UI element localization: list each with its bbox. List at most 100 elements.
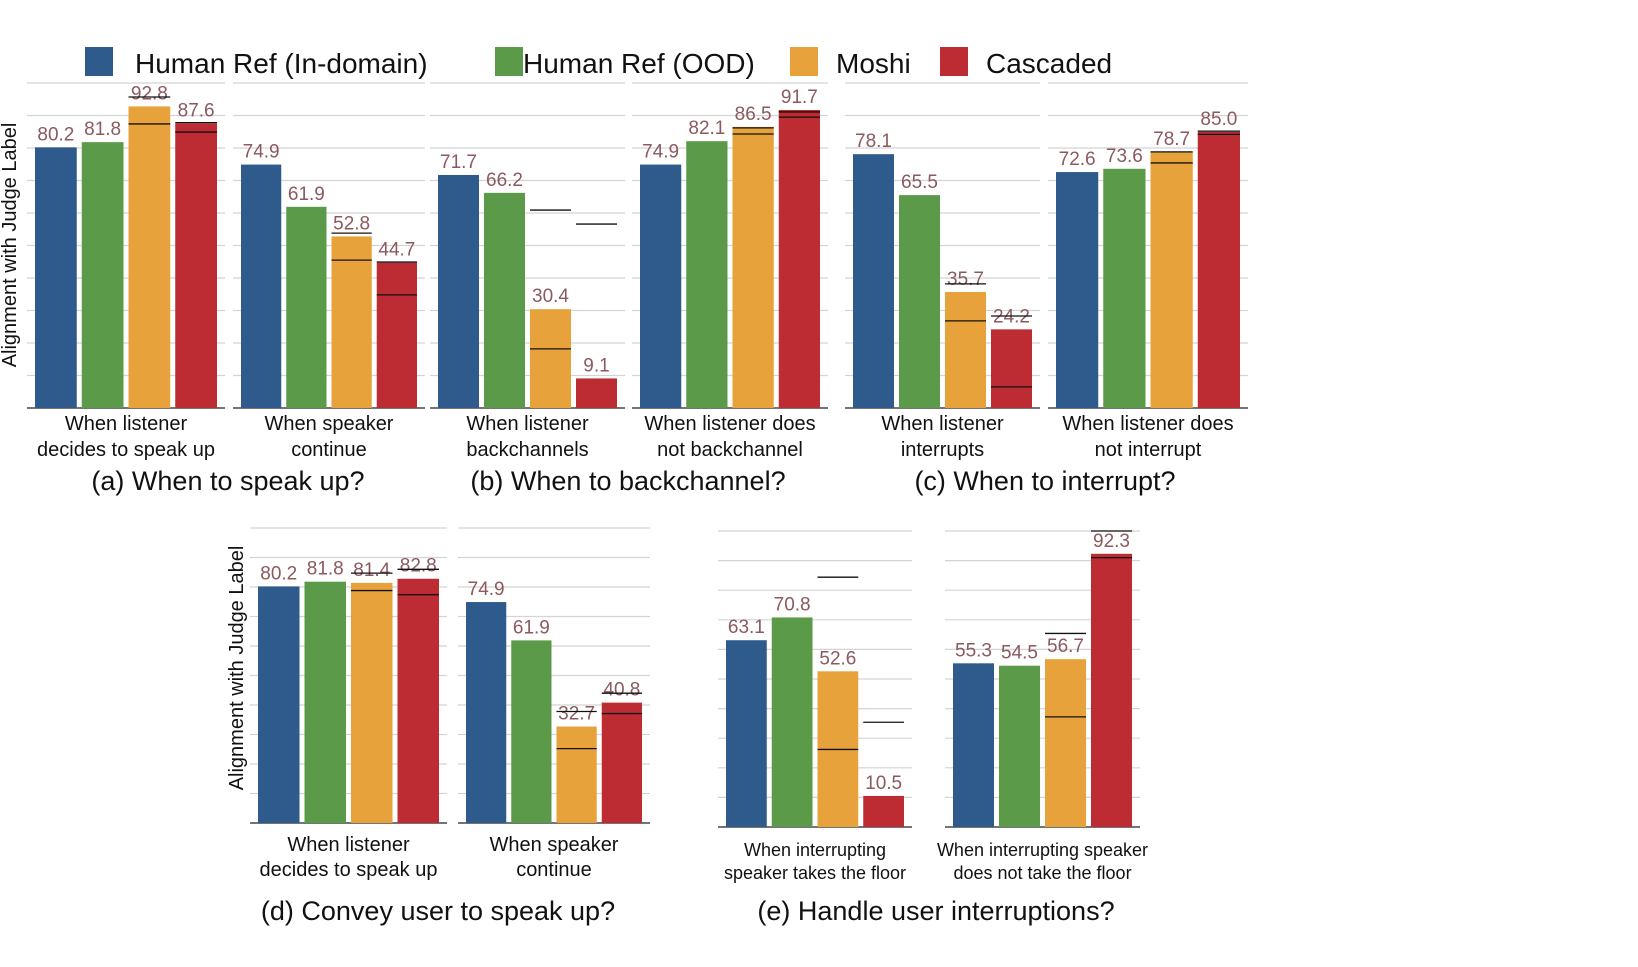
category-label: does not take the floor <box>953 863 1131 883</box>
bar-moshi <box>732 126 774 408</box>
legend-swatch <box>495 47 523 76</box>
value-label: 52.8 <box>333 213 370 234</box>
bar-human-ref-ood- <box>771 617 813 827</box>
group-title: (b) When to backchannel? <box>470 466 785 496</box>
bar-human-ref-ood- <box>286 206 327 408</box>
y-axis-label: Alignment with Judge Label <box>226 546 248 791</box>
group-title: (a) When to speak up? <box>91 466 364 496</box>
bar-cascaded <box>576 378 617 408</box>
category-label: When listener <box>287 834 410 856</box>
subplot: 80.2 81.8 92.8 87.6 When listener decides to … <box>27 82 225 461</box>
subplot: 74.9 61.9 32.7 40.8 When speaker continue <box>458 527 650 881</box>
bar-cascaded <box>601 702 642 823</box>
bar-cascaded <box>397 578 439 823</box>
subplot: 71.7 66.2 30.4 9.1 When listener backchannels <box>430 82 625 461</box>
bar-human-ref-ood- <box>999 665 1040 827</box>
value-label: 82.8 <box>400 556 437 577</box>
bar-human-ref-in-domain- <box>953 663 994 827</box>
value-label: 74.9 <box>243 142 280 163</box>
bar-human-ref-in-domain- <box>258 586 300 823</box>
category-label: When listener <box>881 413 1004 435</box>
value-label: 61.9 <box>288 184 325 205</box>
group-title: (c) When to interrupt? <box>914 466 1175 496</box>
bar-cascaded <box>863 795 904 827</box>
bar-moshi <box>128 106 171 409</box>
value-label: 92.3 <box>1093 531 1130 552</box>
value-label: 10.5 <box>865 773 902 794</box>
subplot: 72.6 73.6 78.7 85.0 When listener does not in… <box>1048 82 1248 461</box>
category-label: continue <box>291 439 367 461</box>
legend-swatch <box>940 47 968 76</box>
value-label: 74.9 <box>468 579 505 600</box>
bar-human-ref-in-domain- <box>241 164 282 408</box>
value-label: 35.7 <box>947 269 984 290</box>
subplot: 74.9 61.9 52.8 44.7 When speaker continue <box>233 82 425 461</box>
value-label: 81.4 <box>353 560 390 581</box>
legend-label: Human Ref (OOD) <box>523 48 755 79</box>
bar-human-ref-in-domain- <box>640 164 682 408</box>
subplot: 80.2 81.8 81.4 82.8 When listener decides to … <box>250 527 447 881</box>
value-label: 61.9 <box>513 617 550 638</box>
bar-moshi <box>1045 659 1086 827</box>
category-label: continue <box>516 859 592 881</box>
category-label: When interrupting speaker <box>937 840 1148 860</box>
bar-human-ref-ood- <box>304 581 346 823</box>
bar-cascaded <box>991 329 1032 408</box>
category-label: When speaker <box>265 413 394 435</box>
bar-human-ref-in-domain- <box>438 174 479 408</box>
bar-human-ref-in-domain- <box>853 154 894 408</box>
bar-cascaded <box>1197 131 1240 408</box>
value-label: 70.8 <box>774 594 811 615</box>
subplot: 63.1 70.8 52.6 10.5 When interrupting speaker… <box>718 530 912 883</box>
category-label: When interrupting <box>744 840 886 860</box>
bar-cascaded <box>376 262 417 408</box>
bar-cascaded <box>778 109 820 408</box>
category-label: When speaker <box>490 834 619 856</box>
value-label: 54.5 <box>1001 643 1038 664</box>
value-label: 55.3 <box>955 640 992 661</box>
bar-human-ref-in-domain- <box>726 640 767 827</box>
value-label: 91.7 <box>781 87 818 108</box>
value-label: 78.1 <box>855 131 892 152</box>
bar-human-ref-ood- <box>511 640 552 823</box>
value-label: 82.1 <box>688 118 725 139</box>
bar-human-ref-ood- <box>899 195 940 408</box>
bar-moshi <box>331 236 372 408</box>
value-label: 40.8 <box>603 680 640 701</box>
value-label: 85.0 <box>1200 109 1237 130</box>
value-label: 80.2 <box>260 563 297 584</box>
bar-cascaded <box>175 123 217 409</box>
value-label: 66.2 <box>486 170 523 191</box>
value-label: 80.2 <box>37 124 74 145</box>
bar-moshi <box>1150 152 1193 408</box>
value-label: 56.7 <box>1047 636 1084 657</box>
subplot: 55.3 54.5 56.7 92.3 When interrupting speake… <box>937 530 1148 883</box>
bar-human-ref-ood- <box>1103 168 1146 408</box>
bar-human-ref-in-domain- <box>35 147 77 408</box>
subplot: 74.9 82.1 86.5 91.7 When listener does not ba… <box>632 82 828 461</box>
value-label: 44.7 <box>378 240 415 261</box>
legend-swatch <box>85 47 113 76</box>
value-label: 32.7 <box>558 704 595 725</box>
value-label: 73.6 <box>1106 146 1143 167</box>
category-label: decides to speak up <box>37 439 215 461</box>
value-label: 87.6 <box>178 100 215 121</box>
legend-label: Moshi <box>836 48 911 79</box>
category-label: decides to speak up <box>260 859 438 881</box>
group-title: (d) Convey user to speak up? <box>261 896 615 926</box>
value-label: 72.6 <box>1059 149 1096 170</box>
value-label: 74.9 <box>642 142 679 163</box>
bar-human-ref-in-domain- <box>466 602 507 823</box>
bar-human-ref-ood- <box>81 142 124 408</box>
value-label: 78.7 <box>1153 129 1190 150</box>
bar-moshi <box>556 726 597 823</box>
value-label: 24.2 <box>993 306 1030 327</box>
category-label: When listener does <box>1062 413 1233 435</box>
value-label: 81.8 <box>307 559 344 580</box>
category-label: interrupts <box>901 439 984 461</box>
legend-label: Human Ref (In-domain) <box>135 48 428 79</box>
category-label: When listener does <box>644 413 815 435</box>
value-label: 71.7 <box>440 152 477 173</box>
value-label: 30.4 <box>532 286 569 307</box>
